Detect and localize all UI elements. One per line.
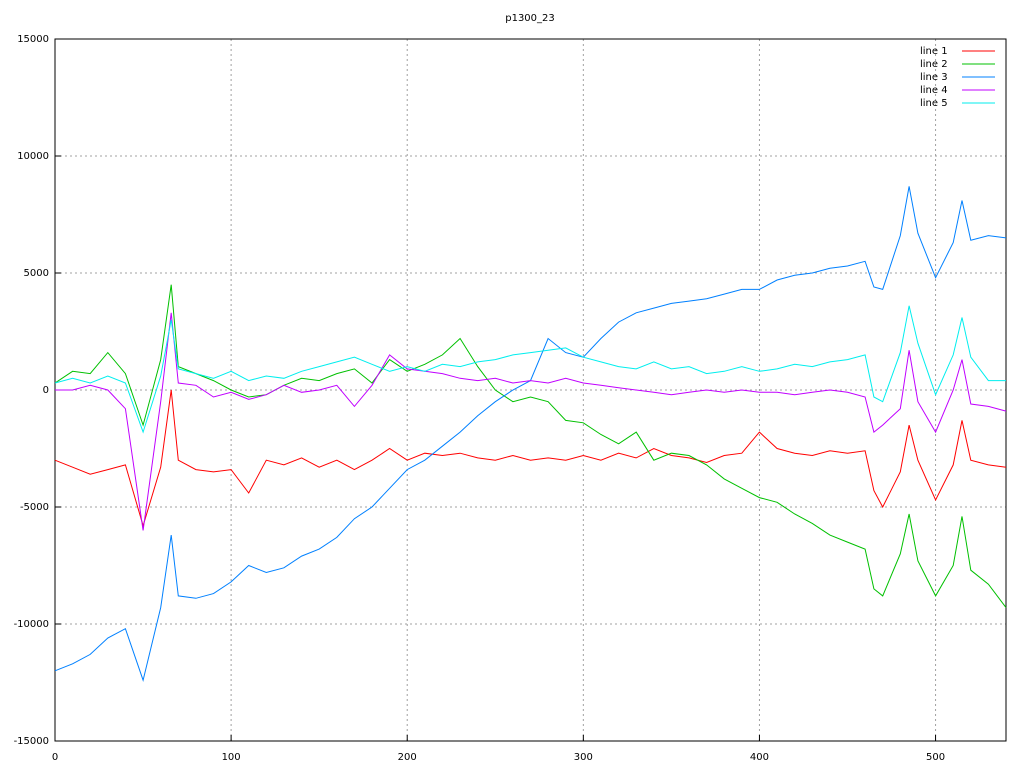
- y-tick-label: -10000: [14, 619, 49, 630]
- x-tick-label: 400: [750, 752, 769, 763]
- x-tick-label: 300: [574, 752, 593, 763]
- series-line: [54, 186, 1007, 682]
- chart-title: p1300_23: [505, 13, 555, 24]
- x-tick-label: 100: [222, 752, 241, 763]
- series-line: [54, 389, 1007, 528]
- y-tick-label: -5000: [20, 502, 49, 513]
- legend-label: line 1: [920, 46, 948, 57]
- legend-label: line 2: [920, 59, 948, 70]
- legend-label: line 3: [920, 72, 948, 83]
- x-tick-label: 200: [398, 752, 417, 763]
- y-tick-label: 10000: [17, 151, 49, 162]
- series-line: [54, 305, 1006, 434]
- legend-label: line 5: [920, 98, 948, 109]
- y-tick-label: 5000: [24, 268, 49, 279]
- y-tick-label: -15000: [14, 736, 49, 747]
- legend-label: line 4: [920, 85, 948, 96]
- y-tick-label: 15000: [17, 34, 49, 45]
- x-tick-label: 0: [52, 752, 58, 763]
- series-line: [55, 312, 1007, 531]
- series-line: [54, 284, 1007, 608]
- x-tick-label: 500: [926, 752, 945, 763]
- y-tick-label: 0: [43, 385, 49, 396]
